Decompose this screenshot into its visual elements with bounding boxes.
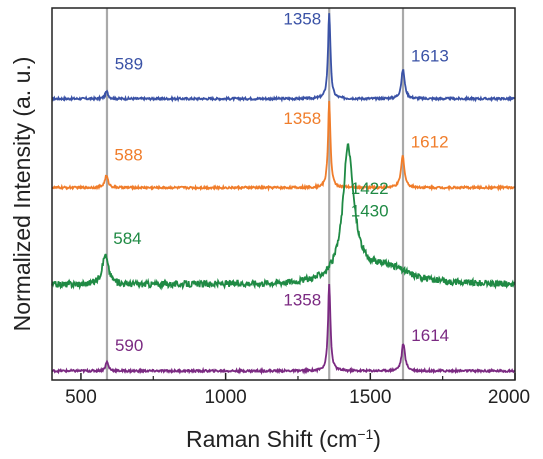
peak-label: 589	[115, 55, 143, 74]
spectrum-line	[51, 284, 516, 376]
peak-label: 588	[114, 145, 142, 164]
peak-label: 584	[113, 229, 141, 248]
plot-frame	[51, 7, 516, 381]
x-tick-label: 500	[65, 387, 97, 408]
peak-label: 1422	[351, 179, 389, 198]
peak-label: 1358	[283, 109, 321, 128]
x-axis-title-main: Raman Shift (cm	[186, 426, 357, 452]
peak-label: 590	[115, 336, 143, 355]
x-tick-label: 2000	[488, 387, 530, 408]
x-tick-label: 1000	[204, 387, 246, 408]
y-axis-title: Normalized Intensity (a. u.)	[9, 57, 35, 332]
x-axis-ticks: 500 1000 1500 2000	[65, 373, 530, 408]
peak-label: 1612	[411, 133, 449, 152]
x-axis-title-superscript: −1	[357, 426, 373, 442]
spectrum-line	[51, 143, 516, 291]
peak-labels: 589 1358 1613 588 1358 1612 584 1422 1430 590 1358…	[113, 9, 449, 355]
peak-label: 1614	[411, 326, 449, 345]
x-tick-label: 1500	[349, 387, 391, 408]
spectrum-line	[51, 13, 516, 103]
x-axis-title-suffix: )	[373, 426, 381, 452]
peak-label: 1358	[283, 9, 321, 28]
peak-label: 1613	[411, 47, 449, 66]
spectra	[51, 13, 516, 376]
spectrum-line	[51, 100, 515, 192]
x-axis-title: Raman Shift (cm−1)	[186, 426, 381, 452]
peak-label: 1430	[351, 202, 389, 221]
peak-label: 1358	[283, 291, 321, 310]
